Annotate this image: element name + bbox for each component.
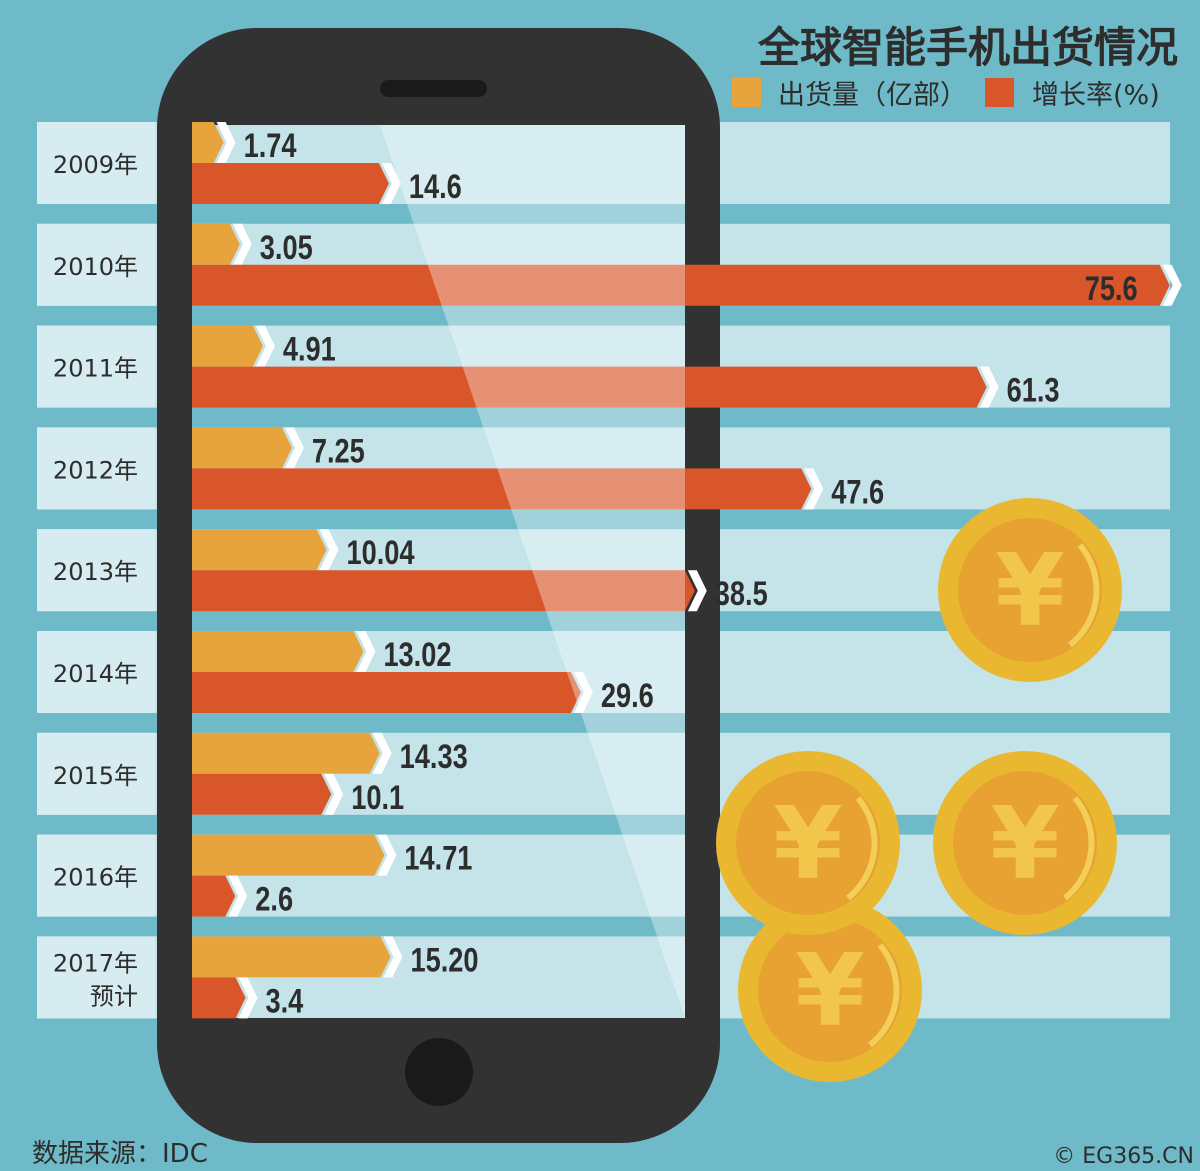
shipments-value-label: 13.02 (383, 635, 451, 674)
row-label-band (37, 529, 155, 612)
growth-value-label: 47.6 (831, 472, 884, 511)
shipments-bar (192, 325, 263, 367)
shipments-value-label: 15.20 (410, 940, 478, 979)
chevron-icon (232, 223, 252, 265)
category-label: 2011年 (53, 355, 138, 383)
svg-text:¥: ¥ (773, 785, 843, 902)
chevron-icon (377, 834, 397, 876)
category-label: 2015年 (53, 762, 138, 790)
growth-bar (192, 977, 246, 1019)
growth-bar (192, 570, 695, 612)
svg-text:¥: ¥ (990, 785, 1060, 902)
growth-value-label: 61.3 (1007, 371, 1060, 410)
category-label: 2013年 (53, 558, 138, 586)
growth-value-label: 29.6 (601, 676, 654, 715)
smartphone-illustration (157, 28, 720, 1143)
row-label-band (37, 936, 155, 1019)
chevron-icon (979, 366, 999, 408)
category-label: 2012年 (53, 456, 138, 484)
growth-value-label: 14.6 (409, 167, 462, 206)
yuan-coin-icon: ¥ (933, 751, 1117, 935)
category-note: 预计 (90, 982, 138, 1010)
shipments-value-label: 7.25 (312, 431, 365, 470)
category-label: 2017年 (53, 949, 138, 977)
growth-bar (192, 672, 581, 713)
chevron-icon (319, 529, 339, 571)
shipments-value-label: 3.05 (260, 228, 313, 267)
legend-swatch-shipments (732, 78, 761, 107)
row-label-band (37, 631, 155, 713)
shipments-value-label: 14.71 (404, 839, 472, 878)
row-label-band (37, 122, 155, 204)
chevron-icon (238, 977, 258, 1019)
growth-bar (192, 875, 236, 917)
chevron-icon (804, 468, 824, 510)
growth-value-label: 10.1 (351, 778, 404, 817)
growth-value-label: 38.5 (715, 574, 768, 613)
category-label: 2009年 (53, 151, 138, 179)
shipments-bar (192, 122, 224, 163)
phone-speaker (380, 80, 487, 97)
shipments-bar (192, 223, 240, 265)
growth-bar (192, 163, 389, 204)
growth-bar (192, 773, 332, 815)
legend-label-shipments: 出货量（亿部） (778, 80, 967, 111)
shipments-bar (192, 529, 327, 571)
svg-text:¥: ¥ (995, 532, 1065, 649)
category-label: 2010年 (53, 253, 138, 281)
chart-title: 全球智能手机出货情况 (757, 23, 1178, 72)
shipments-value-label: 1.74 (244, 126, 297, 165)
shipments-value-label: 10.04 (346, 533, 414, 572)
growth-bar (192, 468, 812, 510)
chevron-icon (383, 936, 403, 978)
row-label-band (37, 834, 155, 917)
shipments-bar (192, 427, 292, 469)
shipments-bar (192, 732, 380, 774)
shipments-value-label: 4.91 (283, 330, 336, 369)
screen-glare (380, 125, 685, 1018)
chevron-icon (216, 122, 236, 163)
shipments-bar (192, 631, 364, 672)
phone-home-button (405, 1038, 473, 1106)
legend-label-growth: 增长率(%) (1032, 80, 1160, 111)
chevron-icon (255, 325, 275, 367)
growth-bar (192, 264, 1170, 306)
copyright: © EG365.CN (1053, 1144, 1194, 1169)
chevron-icon (687, 570, 707, 612)
legend-swatch-growth (985, 78, 1014, 107)
chevron-icon (381, 163, 401, 204)
row-label-band (37, 325, 155, 408)
row-label-band (37, 732, 155, 815)
growth-value-label: 2.6 (255, 880, 293, 919)
chevron-icon (372, 732, 392, 774)
yuan-coin-icon: ¥ (716, 751, 900, 935)
chevron-icon (1162, 264, 1182, 306)
growth-bar (192, 366, 987, 408)
chevron-icon (324, 773, 344, 815)
yuan-coin-icon: ¥ (938, 498, 1122, 682)
shipments-bar (192, 936, 391, 978)
shipments-value-label: 14.33 (400, 737, 468, 776)
data-source: 数据来源：IDC (32, 1139, 208, 1169)
row-label-band (37, 223, 155, 306)
shipments-bar (192, 834, 385, 876)
chevron-icon (356, 631, 376, 672)
svg-text:¥: ¥ (795, 932, 865, 1049)
chevron-icon (284, 427, 304, 469)
category-label: 2014年 (53, 660, 138, 688)
chevron-icon (573, 672, 593, 713)
yuan-coin-icon: ¥ (738, 898, 922, 1082)
growth-value-label: 75.6 (1085, 269, 1138, 308)
category-label: 2016年 (53, 864, 138, 892)
growth-value-label: 3.4 (266, 981, 304, 1020)
chevron-icon (228, 875, 248, 917)
row-label-band (37, 427, 155, 510)
